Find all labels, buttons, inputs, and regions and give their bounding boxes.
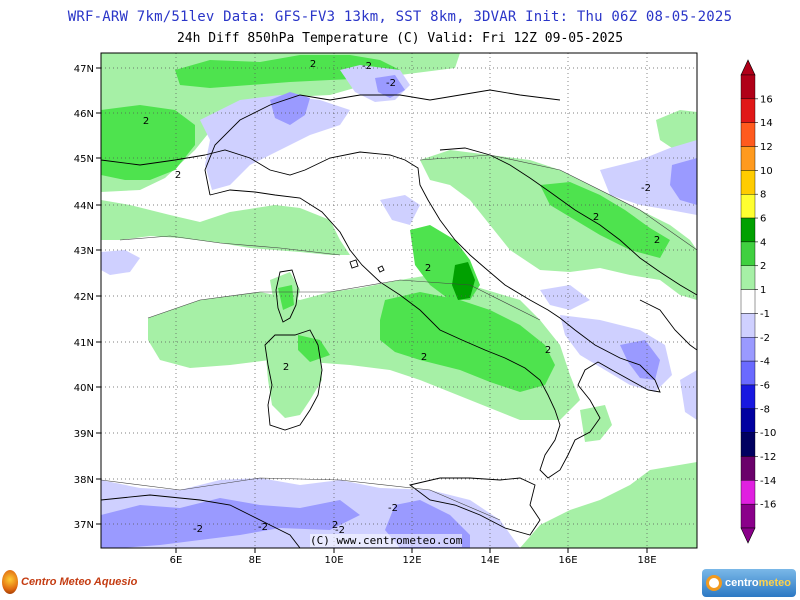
- lat-label: 37N: [74, 520, 94, 531]
- colorbar-label: -12: [760, 452, 776, 463]
- lat-label: 45N: [74, 154, 94, 165]
- colorbar-bottom-arrow: [740, 527, 756, 544]
- colorbar-label: 2: [760, 261, 766, 272]
- lat-label: 47N: [74, 64, 94, 75]
- contour-label: -2: [193, 524, 203, 535]
- contour-label: -2: [362, 61, 372, 72]
- colorbar-label: -1: [760, 309, 770, 320]
- colorbar-label: -8: [760, 404, 770, 415]
- lat-label: 46N: [74, 109, 94, 120]
- lat-label: 40N: [74, 383, 94, 394]
- contour-label: 2: [310, 59, 316, 70]
- lat-label: 38N: [74, 475, 94, 486]
- colorbar-swatch: [740, 98, 756, 123]
- logo-right-text-b: meteo: [758, 577, 792, 589]
- lat-label: 41N: [74, 338, 94, 349]
- contour-label: -2: [335, 525, 345, 536]
- lon-label: 12E: [402, 555, 421, 566]
- axis-ticks: [96, 67, 648, 553]
- contour-label: 2: [175, 170, 181, 181]
- logo-right-text: centrometeo: [725, 577, 791, 589]
- contour-label: -2: [258, 522, 268, 533]
- logo-left-text: Centro Meteo Aquesio: [21, 576, 138, 588]
- colorbar-label: 6: [760, 214, 766, 225]
- contour-label: 2: [425, 263, 431, 274]
- colorbar-swatch: [740, 289, 756, 314]
- colorbar-label: 14: [760, 118, 773, 129]
- contour-label: 2: [421, 352, 427, 363]
- coastlines: [101, 89, 697, 548]
- colorbar-label: 8: [760, 190, 766, 201]
- centro-meteo-aquesio-logo: Centro Meteo Aquesio: [2, 568, 137, 596]
- ring-icon: [706, 575, 722, 591]
- colorbar-swatch: [740, 74, 756, 100]
- lat-label: 42N: [74, 292, 94, 303]
- lat-label: 39N: [74, 429, 94, 440]
- lon-label: 18E: [637, 555, 656, 566]
- map-title: WRF-ARW 7km/51lev Data: GFS-FV3 13km, SS…: [67, 9, 733, 25]
- colorbar-label: -16: [760, 500, 776, 511]
- colorbar-swatch: [740, 217, 756, 243]
- latitude-labels: 47N 46N 45N 44N 43N 42N 41N 40N 39N 38N …: [74, 64, 94, 531]
- shaded-fields: [101, 53, 697, 548]
- contour-label: 2: [545, 345, 551, 356]
- colorbar-label: -10: [760, 428, 776, 439]
- contour-label: -2: [386, 78, 396, 89]
- lat-lon-grid: [101, 53, 697, 548]
- colorbar-label: 10: [760, 166, 773, 177]
- colorbar-swatch: [740, 384, 756, 409]
- colorbar-swatch: [740, 360, 756, 386]
- colorbar-swatch: [740, 456, 756, 481]
- colorbar-label: -4: [760, 357, 770, 368]
- colorbar-label: -14: [760, 476, 776, 487]
- colorbar-label: -6: [760, 380, 770, 391]
- colorbar-swatch: [740, 146, 756, 171]
- colorbar-label: -2: [760, 333, 770, 344]
- map-subtitle: 24h Diff 850hPa Temperature (C) Valid: F…: [176, 31, 624, 46]
- lat-label: 43N: [74, 246, 94, 257]
- lon-label: 8E: [249, 555, 262, 566]
- lon-label: 6E: [170, 555, 183, 566]
- colorbar-swatch: [740, 241, 756, 266]
- colorbar-swatch: [740, 265, 756, 290]
- anomaly-dark-green: [452, 262, 475, 300]
- colorbar-swatch: [740, 313, 756, 338]
- colorbar-label: 12: [760, 142, 773, 153]
- lon-label: 14E: [480, 555, 499, 566]
- logo-right-text-a: centro: [725, 577, 759, 589]
- colorbar-label: 4: [760, 237, 766, 248]
- contour-label: 2: [332, 520, 338, 531]
- plot-frame: [100, 52, 698, 549]
- contour-label: -2: [641, 183, 651, 194]
- colorbar-top-arrow: [740, 59, 756, 76]
- sun-emblem-icon: [2, 570, 18, 594]
- contour-label: 2: [593, 212, 599, 223]
- colorbar-swatch: [740, 337, 756, 362]
- centrometeo-logo: centrometeo: [702, 569, 796, 597]
- colorbar-swatch: [740, 170, 756, 195]
- lon-label: 16E: [558, 555, 577, 566]
- lon-label: 10E: [324, 555, 343, 566]
- colorbar-swatch: [740, 503, 756, 529]
- color-scale-bar: 16 14 12 10 8 6 4 2 1 -1 -2 -4 -6 -8 -10 -12 -14 -16: [740, 59, 776, 544]
- contour-label: 2: [654, 235, 660, 246]
- colorbar-swatch: [740, 432, 756, 457]
- lat-label: 44N: [74, 201, 94, 212]
- contour-label: 2: [283, 362, 289, 373]
- contour-lines: [101, 154, 697, 521]
- colorbar-swatch: [740, 480, 756, 505]
- colorbar-label: 16: [760, 94, 773, 105]
- colorbar-swatch: [740, 194, 756, 219]
- contour-label: 2: [143, 116, 149, 127]
- contour-value-labels: 2 -2 2 -2 2 2 -2 2 2 2 2 2 2 -2 -2 -2 -2: [143, 59, 660, 536]
- copyright-notice: (C) www.centrometeo.com: [310, 534, 463, 547]
- colorbar-label: 1: [760, 285, 766, 296]
- contour-label: -2: [388, 503, 398, 514]
- colorbar-swatch: [740, 408, 756, 433]
- longitude-labels: 6E 8E 10E 12E 14E 16E 18E: [170, 555, 657, 566]
- colorbar-swatch: [740, 122, 756, 147]
